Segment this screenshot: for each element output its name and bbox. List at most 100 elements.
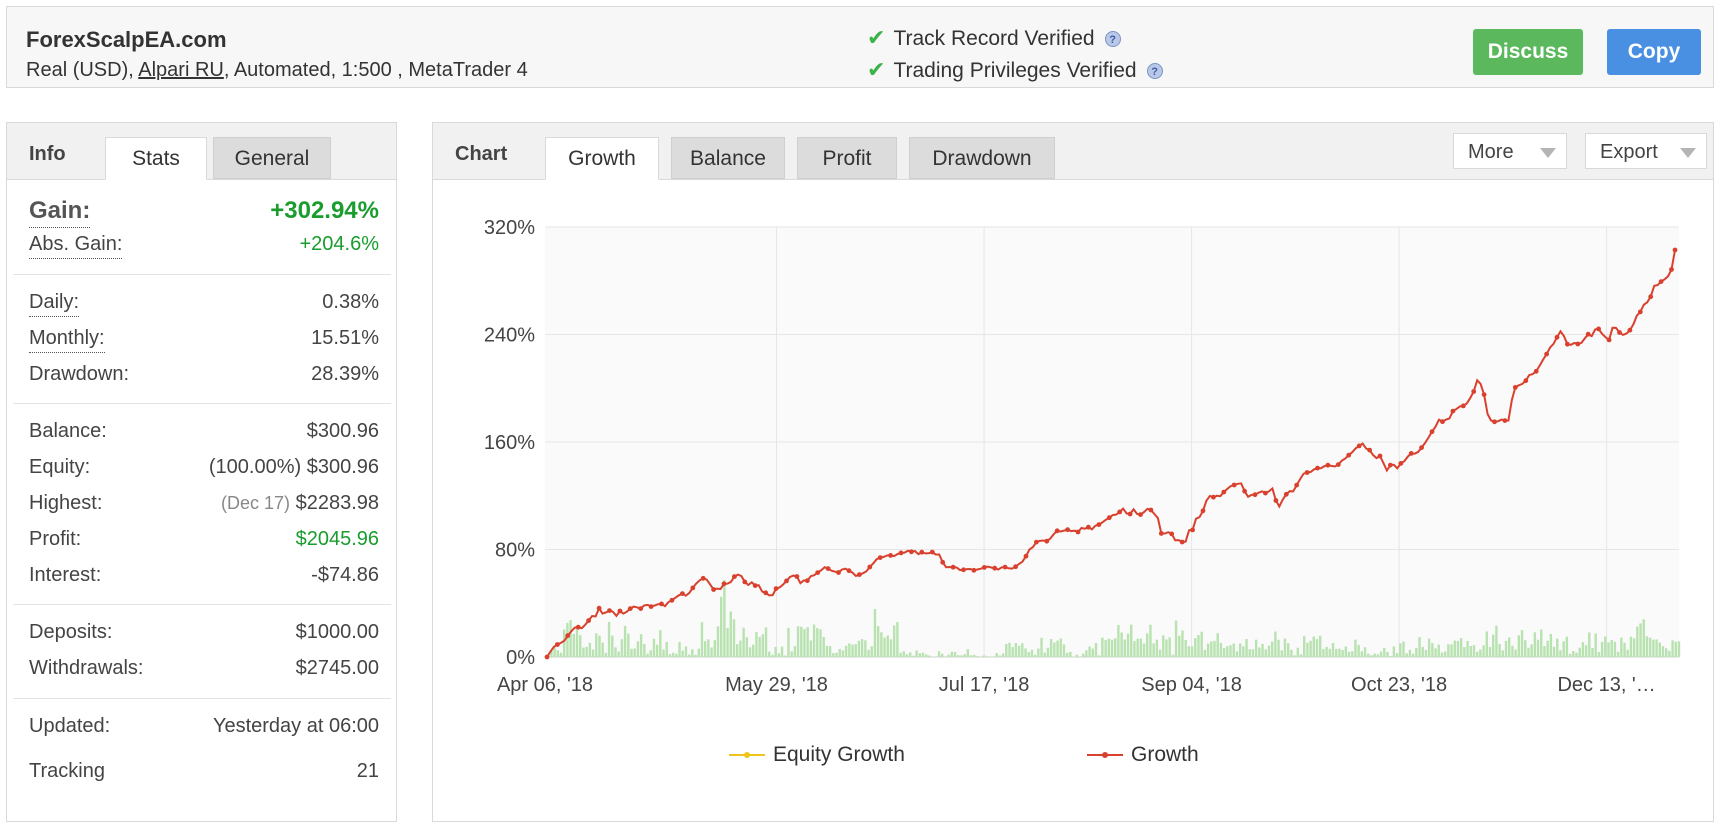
volume-bar [607,621,611,657]
volume-bar [550,650,553,657]
volume-bar [726,627,729,657]
volume-bar [739,640,742,657]
tab-general[interactable]: General [213,137,331,179]
growth-point [1325,462,1331,468]
volume-bar [1267,645,1271,657]
export-dropdown[interactable]: Export [1585,133,1707,169]
growth-point [1523,378,1529,384]
volume-bar [1549,634,1553,657]
volume-bar [771,654,774,657]
daily-label[interactable]: Daily: [29,291,80,317]
volume-bar [745,637,749,657]
volume-bar [1133,641,1136,657]
volume-bar [860,639,864,657]
volume-bar [1254,639,1258,657]
volume-bar [643,643,646,657]
highest-value: $2283.98 [295,492,379,514]
volume-bar [825,645,829,657]
volume-bar [1383,647,1386,657]
copy-button[interactable]: Copy [1607,29,1701,75]
volume-bar [1440,652,1444,657]
volume-bar [1575,652,1578,657]
volume-bar [1280,650,1283,657]
chevron-down-icon [1540,148,1556,158]
volume-bar [1033,654,1037,657]
growth-point [1034,539,1039,545]
volume-bar [768,651,771,657]
discuss-button[interactable]: Discuss [1473,29,1583,75]
growth-point [1408,451,1414,456]
growth-point [1672,247,1678,253]
broker-link[interactable]: Alpari RU [138,59,224,81]
daily-value: 0.38% [322,291,379,313]
volume-bar [1210,641,1213,657]
volume-bar [694,654,697,657]
growth-point [909,549,914,555]
volume-bar [1242,646,1245,657]
account-header: ForexScalpEA.com Real (USD), Alpari RU, … [6,6,1714,88]
growth-point [1429,429,1435,435]
tab-stats[interactable]: Stats [105,137,207,180]
growth-point [711,587,716,592]
volume-bar [886,635,889,657]
trading-privileges-verified: ✔ Trading Privileges Verified? [867,57,1163,83]
help-icon[interactable]: ? [1104,31,1121,48]
check-icon: ✔ [867,57,886,82]
volume-bar [1149,624,1152,657]
volume-bar [1517,635,1521,657]
withdrawals-label: Withdrawals: [29,657,144,679]
x-tick-label: Jul 17, '18 [939,674,1030,696]
volume-bar [841,650,845,657]
volume-bar [1312,636,1316,657]
volume-bar [1277,639,1280,657]
site-name[interactable]: ForexScalpEA.com [26,27,227,52]
volume-bar [982,655,986,657]
tab-profit[interactable]: Profit [797,137,897,179]
profit-label: Profit: [29,528,82,550]
volume-bar [1620,637,1623,657]
volume-bar [691,649,694,657]
chart-panel: Chart Growth Balance Profit Drawdown Mor… [432,122,1714,822]
volume-bar [902,651,905,657]
tab-balance[interactable]: Balance [671,137,785,179]
more-dropdown[interactable]: More [1453,133,1567,169]
volume-bar [1322,649,1325,657]
volume-bar [764,627,768,657]
growth-point [1158,531,1164,536]
volume-bar [998,655,1002,657]
gain-label[interactable]: Gain: [29,197,91,228]
volume-bar [941,653,944,657]
volume-bar [1488,647,1492,657]
volume-bar [1572,650,1575,657]
abs-gain-label[interactable]: Abs. Gain: [29,233,123,259]
volume-bar [665,641,668,657]
legend-marker-icon [744,752,750,759]
legend-equity-label: Equity Growth [773,743,905,766]
volume-bar [774,646,777,657]
volume-bar [1158,649,1162,657]
tab-drawdown[interactable]: Drawdown [909,137,1055,179]
growth-point [1346,452,1352,458]
growth-point [648,604,654,609]
volume-bar [973,654,976,657]
volume-bar [1219,642,1223,657]
volume-bar [835,652,838,657]
volume-bar [1216,633,1219,657]
volume-bar [784,655,787,657]
volume-bar [1437,644,1440,657]
legend-equity-growth[interactable]: Equity Growth [729,743,905,767]
monthly-label[interactable]: Monthly: [29,327,105,353]
tab-growth[interactable]: Growth [545,137,659,180]
volume-bar [889,639,893,657]
volume-bar [1594,633,1597,657]
growth-chart[interactable]: 0% 80% 160% 240% 320% Apr 06, '18 May 29, '18 J… [433,180,1713,740]
volume-bar [790,651,793,657]
legend-growth[interactable]: Growth [1087,743,1199,767]
volume-bar [803,629,806,657]
volume-bar [1520,630,1524,657]
help-icon[interactable]: ? [1146,63,1163,80]
volume-bar [1200,631,1203,657]
volume-bar [755,632,758,657]
volume-bar [985,656,989,657]
volume-bar [1527,647,1530,657]
